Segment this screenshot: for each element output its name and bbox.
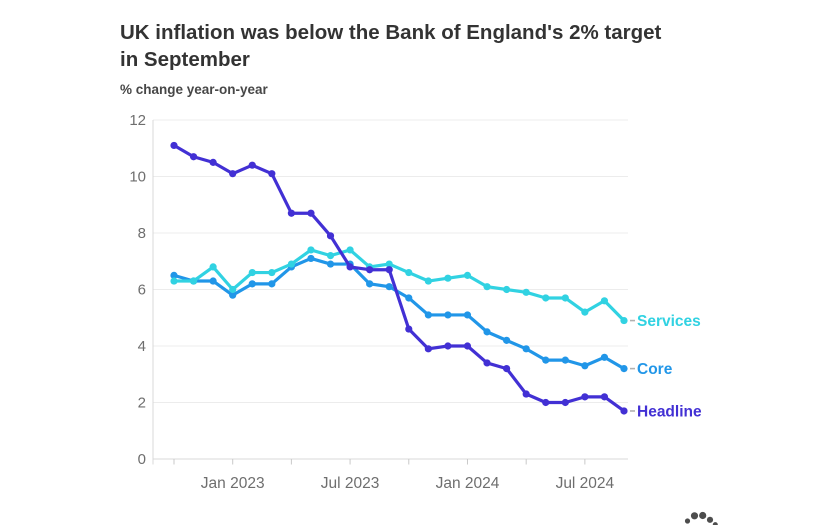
svg-text:8: 8 <box>138 225 146 242</box>
series-core <box>170 254 628 373</box>
chart-title-line2: in September <box>120 47 250 71</box>
chart-title: UK inflation was below the Bank of Engla… <box>120 19 780 73</box>
svg-text:4: 4 <box>138 338 146 355</box>
series-label-services: Services <box>637 313 701 330</box>
chart-title-line1: UK inflation was below the Bank of Engla… <box>120 20 662 44</box>
series-label-headline: Headline <box>637 403 702 420</box>
series-services <box>170 246 628 325</box>
x-tick-label: Jan 2024 <box>436 475 500 492</box>
dots-logo-icon <box>684 511 718 525</box>
x-tick-label: Jul 2023 <box>321 475 380 492</box>
axes <box>152 120 586 465</box>
data-series <box>170 141 628 415</box>
x-tick-label: Jul 2024 <box>556 475 615 492</box>
svg-text:10: 10 <box>129 169 146 186</box>
y-axis-unit-label: % change year-on-year <box>120 82 268 97</box>
series-label-core: Core <box>637 361 673 378</box>
x-tick-label: Jan 2023 <box>201 475 265 492</box>
series-headline <box>170 141 628 415</box>
svg-text:12: 12 <box>129 112 146 129</box>
svg-text:6: 6 <box>138 282 146 299</box>
series-end-labels: Services Core Headline <box>630 313 702 420</box>
svg-text:2: 2 <box>138 395 146 412</box>
svg-text:0: 0 <box>138 451 146 468</box>
axis-tick-labels: 0 2 4 6 8 10 12 Jan 2023 Jul 2023 Jan 2024 Jul 202… <box>129 112 614 492</box>
